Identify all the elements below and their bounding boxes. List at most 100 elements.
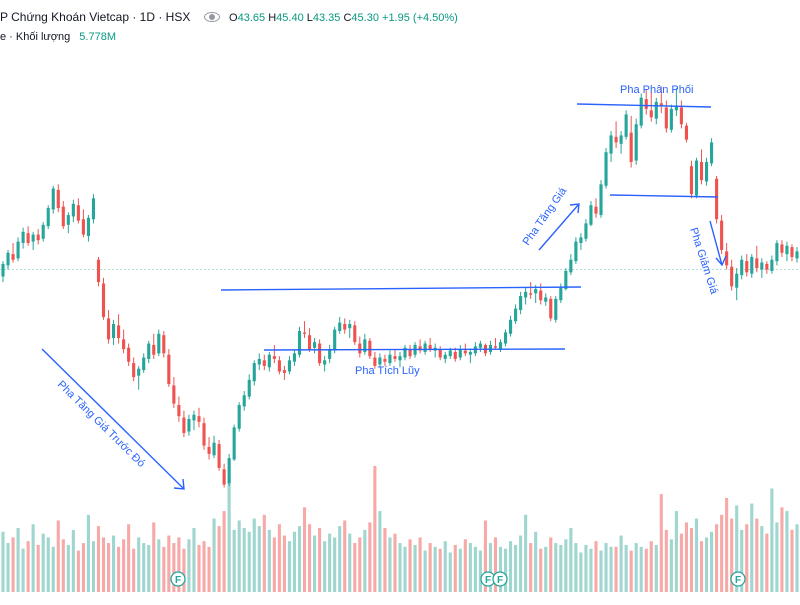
volume-bar xyxy=(790,529,794,592)
candle xyxy=(117,325,121,338)
candle xyxy=(493,346,498,348)
volume-bar xyxy=(448,552,452,592)
candle xyxy=(725,251,729,266)
distribution-top-line[interactable] xyxy=(576,103,712,108)
candle xyxy=(760,262,764,270)
pre-trend-label: Pha Tăng Giá Trước Đó xyxy=(55,379,147,470)
volume-bar xyxy=(137,537,141,592)
candle xyxy=(438,349,442,358)
candle xyxy=(152,344,156,355)
candle xyxy=(76,205,80,221)
candle xyxy=(292,353,297,362)
volume-bar xyxy=(549,537,553,592)
candle xyxy=(348,324,352,329)
volume-bar xyxy=(167,535,171,592)
volume-bar xyxy=(554,543,558,592)
candle xyxy=(307,335,312,350)
candle xyxy=(785,245,789,255)
volume-bar xyxy=(217,526,221,592)
volume-bar xyxy=(413,544,417,592)
volume-bar xyxy=(699,541,704,592)
volume-bar xyxy=(262,514,266,592)
event-marker[interactable]: F xyxy=(492,571,508,587)
candle xyxy=(508,319,513,334)
volume-bar xyxy=(604,543,608,592)
volume-bar xyxy=(207,546,211,592)
candle xyxy=(498,342,503,350)
volume-label[interactable]: e · Khối lượng xyxy=(0,31,71,43)
volume-bar xyxy=(463,539,467,592)
drawing-annotations[interactable]: Pha Tăng Giá Trước Đó Pha Tích Lũy Pha T… xyxy=(41,84,727,490)
candle xyxy=(423,343,427,352)
candle xyxy=(363,339,367,352)
candle xyxy=(529,293,533,295)
high-value: 45.40 xyxy=(276,12,304,24)
candle xyxy=(624,114,628,137)
candle xyxy=(51,188,55,210)
candle xyxy=(106,318,111,340)
candle xyxy=(715,178,719,220)
candle xyxy=(594,206,598,214)
accumulation-bottom-line[interactable] xyxy=(263,348,566,351)
candle xyxy=(559,287,563,301)
candle xyxy=(91,198,96,220)
candle xyxy=(192,414,196,421)
volume-bar xyxy=(408,539,412,592)
candle xyxy=(735,273,739,288)
event-markers[interactable]: F F F F xyxy=(170,571,746,587)
event-marker[interactable]: F xyxy=(170,571,186,587)
candle xyxy=(101,283,106,318)
volume-bar xyxy=(403,546,407,592)
volume-bar xyxy=(353,543,357,592)
distribution-bottom-line[interactable] xyxy=(609,194,719,198)
candle xyxy=(674,106,678,111)
candle xyxy=(689,166,694,195)
candle xyxy=(262,360,266,366)
candle xyxy=(207,446,211,454)
volume-bar xyxy=(534,531,538,592)
candle xyxy=(403,347,407,358)
volume-bar xyxy=(177,537,181,592)
volume-bar xyxy=(56,520,60,592)
candle xyxy=(142,357,146,371)
markup-arrow[interactable] xyxy=(538,203,580,251)
volume-bar xyxy=(222,511,226,592)
candle xyxy=(358,343,362,354)
candle xyxy=(453,351,457,359)
symbol-title[interactable]: P Chứng Khoán Vietcap · 1D · HSX xyxy=(0,10,191,24)
candle xyxy=(775,242,779,262)
volume-bar xyxy=(514,544,518,592)
markdown-arrow[interactable] xyxy=(709,220,723,266)
event-marker-letter: F xyxy=(485,575,491,586)
candle xyxy=(524,291,528,298)
candle xyxy=(659,103,663,107)
volume-bar xyxy=(483,520,487,592)
markdown-label: Pha Giảm Giá xyxy=(687,226,720,296)
event-marker-letter: F xyxy=(735,575,741,586)
candle xyxy=(46,208,50,227)
event-marker[interactable]: F xyxy=(730,571,746,587)
event-marker[interactable]: F xyxy=(480,571,496,587)
pre-trend-arrow[interactable] xyxy=(41,348,185,490)
volume-bar xyxy=(132,548,136,592)
candle xyxy=(478,343,482,348)
volume-bar xyxy=(41,533,45,592)
volume-value: 5.778M xyxy=(79,31,116,43)
candle xyxy=(765,263,769,270)
eye-icon[interactable] xyxy=(203,11,220,22)
volume-bar xyxy=(313,535,317,592)
candle xyxy=(383,358,387,362)
candle xyxy=(619,135,623,144)
candle xyxy=(222,469,226,485)
volume-bar xyxy=(46,537,50,592)
accumulation-top-line[interactable] xyxy=(220,286,582,291)
volume-bar xyxy=(192,528,196,592)
volume-bar xyxy=(539,548,543,592)
candle xyxy=(699,161,704,181)
volume-bar xyxy=(694,518,699,592)
candle xyxy=(443,354,447,359)
volume-bar xyxy=(117,546,121,592)
close-value: 45.30 xyxy=(351,12,379,24)
